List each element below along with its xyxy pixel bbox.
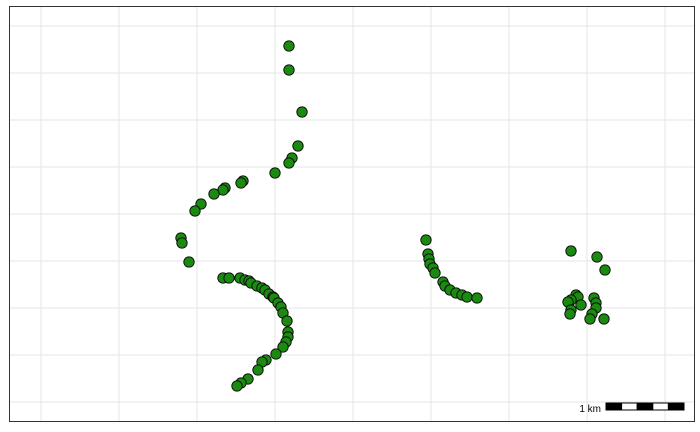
map-point [283, 40, 295, 52]
map-point [235, 177, 247, 189]
scale-bar-segments [605, 402, 685, 411]
map-point [270, 348, 282, 360]
map-point [189, 205, 201, 217]
map-point [461, 291, 473, 303]
cluster-southern-arc [217, 272, 294, 392]
map-point [283, 157, 295, 169]
map-point [231, 380, 243, 392]
map-point [575, 299, 587, 311]
scale-bar-segment [667, 402, 685, 411]
map-point [281, 315, 293, 327]
map-point [183, 256, 195, 268]
cluster-middle-arc [420, 234, 483, 304]
map-point [296, 106, 308, 118]
map-point [269, 167, 281, 179]
cluster-western-arc [175, 40, 308, 268]
map-point [565, 245, 577, 257]
map-point [584, 313, 596, 325]
map-point [429, 267, 441, 279]
map-panel-border [9, 6, 695, 422]
map-point [252, 364, 264, 376]
scale-bar-label: 1 km [579, 404, 601, 415]
scale-bar-segment [605, 402, 623, 411]
map-point [599, 264, 611, 276]
scale-bar-segment [621, 402, 638, 411]
scale-bar: 1 km [579, 402, 685, 415]
scale-bar-segment [636, 402, 654, 411]
scale-bar-segment [652, 402, 669, 411]
map-point [420, 234, 432, 246]
map-point [208, 188, 220, 200]
survey-points [175, 40, 611, 392]
map-point [598, 313, 610, 325]
cluster-eastern-cluster [562, 245, 611, 325]
map-point [564, 308, 576, 320]
map-point [283, 64, 295, 76]
map-point [292, 140, 304, 152]
map-point [277, 341, 289, 353]
map-point [591, 251, 603, 263]
map-point [471, 292, 483, 304]
map-point [176, 237, 188, 249]
map-point [223, 272, 235, 284]
graticule [10, 7, 694, 421]
